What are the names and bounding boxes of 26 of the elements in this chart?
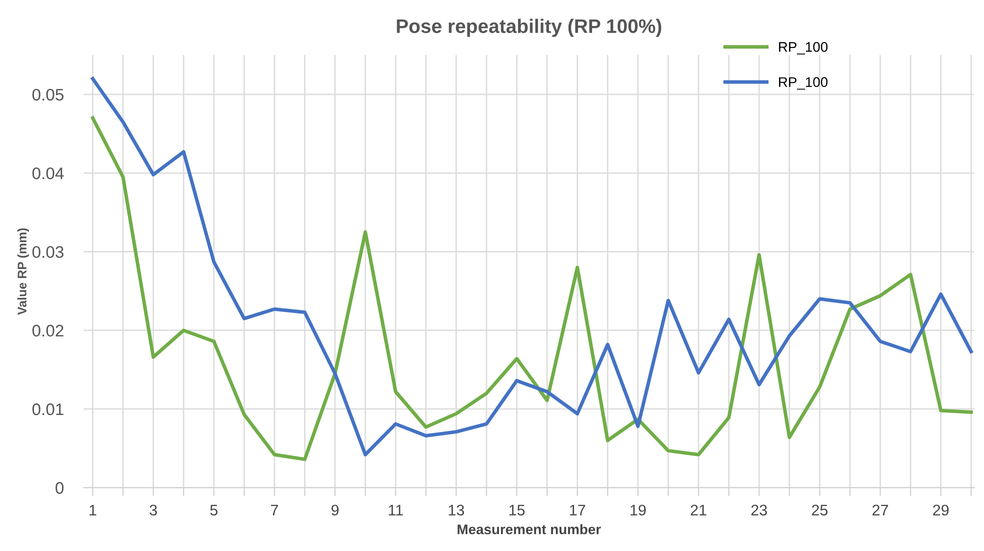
x-tick-label: 7 <box>271 504 278 516</box>
y-tick-label: 0.01 <box>32 403 64 416</box>
x-tick-label: 15 <box>509 504 525 516</box>
x-tick-label: 19 <box>630 504 646 516</box>
x-axis-title: Measurement number <box>458 524 601 534</box>
y-tick-label: 0.02 <box>32 324 64 337</box>
x-tick-label: 9 <box>332 504 339 516</box>
x-tick-label: 23 <box>751 504 767 516</box>
x-tick-label: 1 <box>90 504 96 516</box>
x-tick-label: 25 <box>812 504 828 516</box>
y-tick-label: 0.04 <box>32 167 64 180</box>
y-tick-label: 0.03 <box>32 246 64 258</box>
x-tick-label: 11 <box>388 504 403 516</box>
legend-label: RP_100 <box>779 42 828 54</box>
y-tick-label: 0.05 <box>32 88 64 101</box>
x-tick-label: 29 <box>933 504 949 516</box>
x-tick-label: 27 <box>872 504 888 516</box>
chart-title: Pose repeatability (RP 100%) <box>396 18 662 37</box>
x-tick-label: 5 <box>210 504 218 516</box>
x-tick-label: 21 <box>690 504 706 516</box>
y-tick-label: 0 <box>56 482 64 494</box>
x-tick-label: 3 <box>150 504 157 516</box>
x-tick-label: 17 <box>570 504 586 516</box>
legend-label: RP_100 <box>779 77 828 90</box>
y-axis-title: Value RP (mm) <box>17 228 29 315</box>
x-tick-label: 13 <box>448 504 464 516</box>
